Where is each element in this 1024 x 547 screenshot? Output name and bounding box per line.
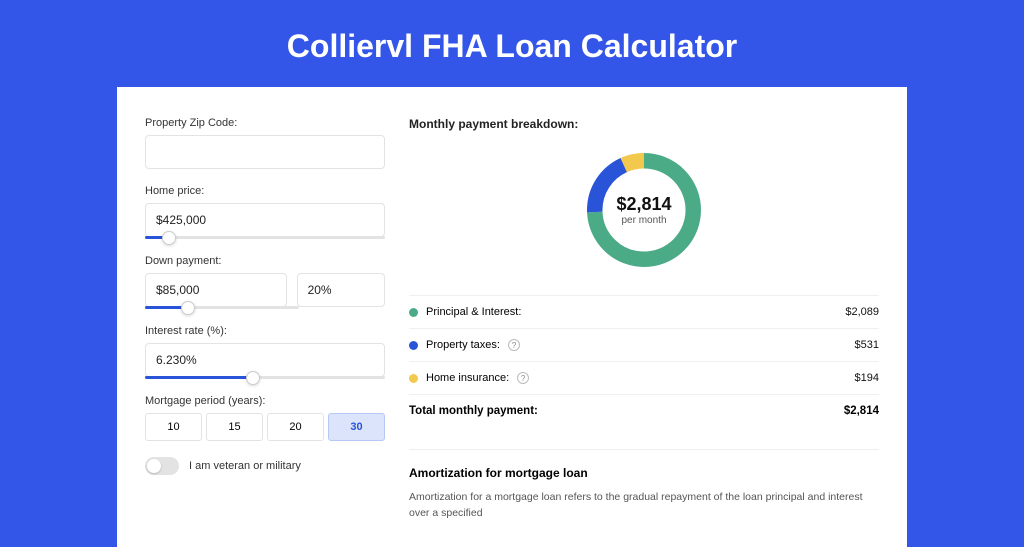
donut-sublabel: per month [616,215,671,226]
home-price-label: Home price: [145,185,385,197]
total-row: Total monthly payment: $2,814 [409,394,879,427]
legend-value: $531 [855,339,879,351]
field-interest-rate: Interest rate (%): [145,325,385,379]
interest-rate-slider-fill [145,376,253,379]
zip-label: Property Zip Code: [145,117,385,129]
total-value: $2,814 [844,405,879,417]
field-home-price: Home price: [145,185,385,239]
period-label: Mortgage period (years): [145,395,385,407]
zip-input[interactable] [145,135,385,169]
field-period: Mortgage period (years): 10 15 20 30 [145,395,385,441]
donut-center: $2,814 per month [616,194,671,226]
period-option[interactable]: 20 [267,413,324,441]
interest-rate-input[interactable] [145,343,385,377]
down-payment-slider[interactable] [145,306,299,309]
legend-label: Principal & Interest: [426,306,521,318]
period-tabs: 10 15 20 30 [145,413,385,441]
veteran-label: I am veteran or military [189,460,301,472]
legend-value: $194 [855,372,879,384]
home-price-slider[interactable] [145,236,385,239]
legend-value: $2,089 [845,306,879,318]
home-price-input[interactable] [145,203,385,237]
info-icon[interactable]: ? [508,339,520,351]
period-option[interactable]: 30 [328,413,385,441]
amortization-text: Amortization for a mortgage loan refers … [409,490,879,522]
dot-icon [409,374,418,383]
dot-icon [409,308,418,317]
amortization-title: Amortization for mortgage loan [409,466,879,480]
info-icon[interactable]: ? [517,372,529,384]
donut-chart-wrap: $2,814 per month [409,145,879,275]
breakdown-title: Monthly payment breakdown: [409,117,879,131]
period-option[interactable]: 10 [145,413,202,441]
donut-chart: $2,814 per month [579,145,709,275]
interest-rate-slider-thumb[interactable] [246,371,260,385]
legend-row-insurance: Home insurance: ? $194 [409,361,879,394]
down-payment-input[interactable] [145,273,287,307]
results-panel: Monthly payment breakdown: $2,814 per mo… [409,117,879,527]
interest-rate-label: Interest rate (%): [145,325,385,337]
field-down-payment: Down payment: [145,255,385,309]
down-payment-label: Down payment: [145,255,385,267]
legend-label: Property taxes: [426,339,500,351]
calculator-card: Property Zip Code: Home price: Down paym… [117,87,907,547]
down-payment-pct-input[interactable] [297,273,385,307]
down-payment-slider-thumb[interactable] [181,301,195,315]
legend-row-principal: Principal & Interest: $2,089 [409,295,879,328]
legend-row-taxes: Property taxes: ? $531 [409,328,879,361]
form-panel: Property Zip Code: Home price: Down paym… [145,117,385,527]
dot-icon [409,341,418,350]
period-option[interactable]: 15 [206,413,263,441]
amortization-section: Amortization for mortgage loan Amortizat… [409,449,879,522]
field-zip: Property Zip Code: [145,117,385,169]
veteran-toggle-row: I am veteran or military [145,457,385,475]
veteran-toggle[interactable] [145,457,179,475]
legend-label: Home insurance: [426,372,509,384]
interest-rate-slider[interactable] [145,376,385,379]
page-title: Colliervl FHA Loan Calculator [0,0,1024,87]
donut-amount: $2,814 [616,194,671,215]
home-price-slider-thumb[interactable] [162,231,176,245]
total-label: Total monthly payment: [409,405,538,417]
